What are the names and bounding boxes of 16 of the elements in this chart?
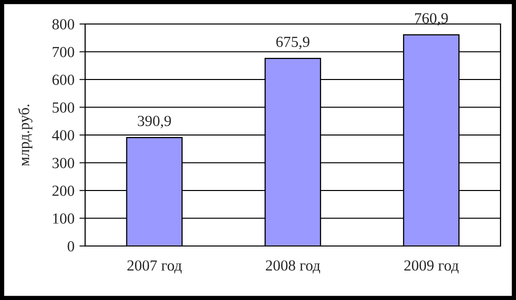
data-label: 675,9 xyxy=(276,36,310,50)
data-label: 390,9 xyxy=(138,116,171,128)
x-tick-label: 2007 год xyxy=(127,260,182,274)
x-tick-label: 2009 год xyxy=(404,260,459,274)
x-tick-label: 2008 год xyxy=(266,260,320,274)
y-tick-label: 400 xyxy=(52,130,74,140)
y-tick-label: 100 xyxy=(53,213,74,224)
y-tick-label: 0 xyxy=(68,241,74,252)
y-tick-label: 500 xyxy=(52,102,74,113)
y-tick-label: 300 xyxy=(52,158,74,168)
y-tick-label: 700 xyxy=(52,46,74,58)
y-tick-label: 600 xyxy=(52,74,74,85)
y-tick-label: 800 xyxy=(52,19,74,30)
data-label: 760,9 xyxy=(415,13,448,26)
y-axis-title: млрд.руб. xyxy=(18,104,32,166)
y-tick-label: 200 xyxy=(52,186,74,196)
